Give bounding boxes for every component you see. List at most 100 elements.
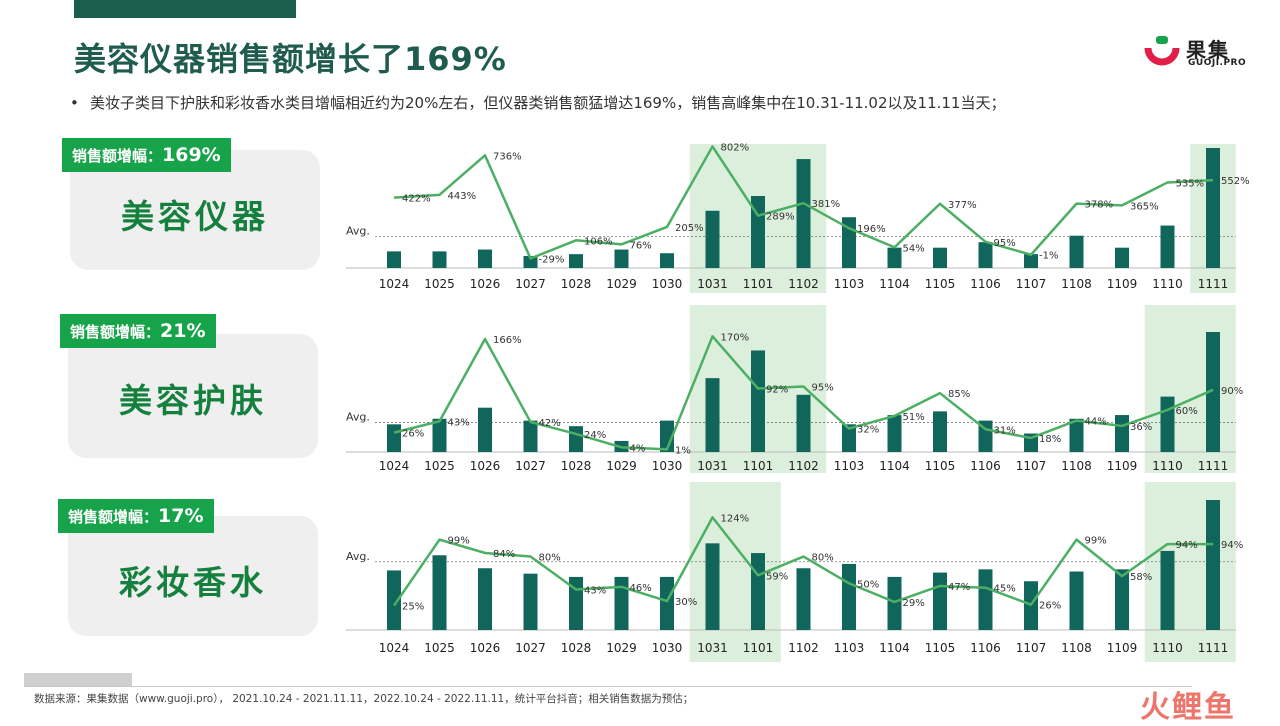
x-tick-1105: 1105	[925, 641, 956, 655]
growth-label-1030: 205%	[675, 223, 704, 234]
x-tick-1109: 1109	[1107, 459, 1138, 473]
x-tick-1108: 1108	[1061, 459, 1092, 473]
growth-label-1110: 60%	[1176, 406, 1198, 417]
bar-1027	[523, 573, 538, 630]
x-tick-1107: 1107	[1016, 641, 1047, 655]
x-tick-1026: 1026	[470, 277, 501, 291]
category-box-1: 美容护肤	[68, 334, 318, 458]
bar-1025	[432, 555, 447, 630]
bar-1029	[614, 576, 629, 630]
growth-label-1102: 381%	[812, 199, 841, 210]
bar-1108	[1069, 418, 1084, 452]
growth-label-1026: 84%	[493, 549, 515, 560]
x-tick-1028: 1028	[561, 459, 592, 473]
x-tick-1027: 1027	[515, 277, 546, 291]
x-tick-1029: 1029	[606, 459, 637, 473]
badge-value: 17%	[158, 505, 204, 527]
growth-line	[392, 516, 1213, 607]
growth-label-1027: -29%	[539, 255, 565, 266]
growth-label-1110: 535%	[1176, 178, 1205, 189]
bar-1106	[978, 242, 993, 268]
bar-1106	[978, 569, 993, 630]
bar-1031	[705, 210, 720, 268]
summary-bullet: • 美妆子类目下护肤和彩妆香水类目增幅相近约为20%左右，但仪器类销售额猛增达16…	[70, 92, 1005, 113]
x-tick-1024: 1024	[379, 459, 410, 473]
avg-label: Avg.	[346, 225, 370, 238]
x-tick-1101: 1101	[743, 459, 774, 473]
bar-1028	[569, 426, 583, 452]
growth-label-1107: -1%	[1039, 251, 1058, 262]
bar-1101	[751, 350, 765, 452]
growth-label-1025: 99%	[448, 536, 470, 547]
x-tick-1102: 1102	[788, 277, 819, 291]
watermark-logo: 火鲤鱼	[1140, 690, 1236, 725]
bar-1105	[933, 247, 947, 268]
x-tick-1028: 1028	[561, 277, 592, 291]
growth-label-1024: 25%	[402, 602, 424, 613]
bar-1027	[523, 256, 538, 268]
growth-label-1029: 76%	[630, 240, 652, 251]
growth-label-1027: 42%	[539, 418, 561, 429]
growth-label-1108: 44%	[1085, 417, 1107, 428]
x-tick-1106: 1106	[970, 277, 1001, 291]
x-tick-1024: 1024	[379, 277, 410, 291]
growth-label-1111: 552%	[1221, 176, 1250, 187]
top-accent-bar	[74, 0, 296, 18]
growth-label-1025: 43%	[448, 417, 470, 428]
bar-1110	[1160, 225, 1175, 268]
x-tick-1106: 1106	[970, 641, 1001, 655]
bar-1109	[1115, 247, 1129, 268]
growth-label-1026: 736%	[493, 151, 522, 162]
bar-1103	[842, 424, 856, 452]
footer-divider	[24, 686, 1192, 687]
growth-label-1105: 377%	[948, 200, 977, 211]
bar-1101	[751, 553, 765, 630]
bar-1031	[705, 543, 720, 630]
growth-badge-2: 销售额增幅：17%	[58, 499, 214, 533]
bar-1027	[523, 420, 538, 452]
bullet-dot: •	[70, 94, 79, 112]
growth-label-1031: 802%	[721, 142, 750, 153]
growth-label-1107: 18%	[1039, 434, 1061, 445]
summary-text: 美妆子类目下护肤和彩妆香水类目增幅相近约为20%左右，但仪器类销售额猛增达169…	[90, 94, 1006, 112]
x-tick-1102: 1102	[788, 459, 819, 473]
bar-1103	[842, 563, 856, 630]
bar-1108	[1069, 235, 1084, 268]
growth-label-1106: 45%	[994, 584, 1016, 595]
x-tick-1103: 1103	[834, 459, 865, 473]
growth-label-1104: 51%	[903, 412, 925, 423]
x-tick-1031: 1031	[697, 641, 728, 655]
bar-1026	[478, 568, 492, 630]
growth-label-1101: 92%	[766, 384, 788, 395]
chart-skincare: Avg. 26% 43% 166% 42% 24% 4% 1% 170% 92% 95% 32% 51%…	[346, 305, 1243, 473]
x-tick-1111: 1111	[1198, 277, 1229, 291]
growth-label-1101: 289%	[766, 212, 795, 223]
bar-1102	[796, 568, 811, 630]
growth-label-1111: 90%	[1221, 386, 1243, 397]
growth-label-1024: 26%	[402, 429, 424, 440]
growth-label-1103: 196%	[857, 224, 886, 235]
x-tick-1031: 1031	[697, 459, 728, 473]
growth-label-1108: 378%	[1085, 200, 1114, 211]
growth-label-1029: 46%	[630, 583, 652, 594]
bar-1110	[1160, 550, 1175, 630]
x-tick-1105: 1105	[925, 277, 956, 291]
growth-label-1104: 54%	[903, 243, 925, 254]
badge-label: 销售额增幅：	[68, 508, 159, 526]
avg-label: Avg.	[346, 550, 370, 563]
x-tick-1103: 1103	[834, 277, 865, 291]
bar-1024	[387, 424, 401, 452]
growth-label-1105: 85%	[948, 389, 970, 400]
x-tick-1109: 1109	[1107, 641, 1138, 655]
x-tick-1108: 1108	[1061, 641, 1092, 655]
bar-1025	[432, 251, 447, 268]
bar-1111	[1206, 332, 1220, 452]
x-tick-1027: 1027	[515, 459, 546, 473]
x-tick-1111: 1111	[1198, 459, 1229, 473]
growth-label-1107: 26%	[1039, 601, 1061, 612]
badge-label: 销售额增幅：	[72, 147, 163, 165]
x-tick-1104: 1104	[879, 277, 910, 291]
growth-label-1109: 36%	[1130, 422, 1152, 433]
logo-subtitle: GUOJI.PRO	[1188, 58, 1247, 68]
x-tick-1110: 1110	[1152, 459, 1183, 473]
